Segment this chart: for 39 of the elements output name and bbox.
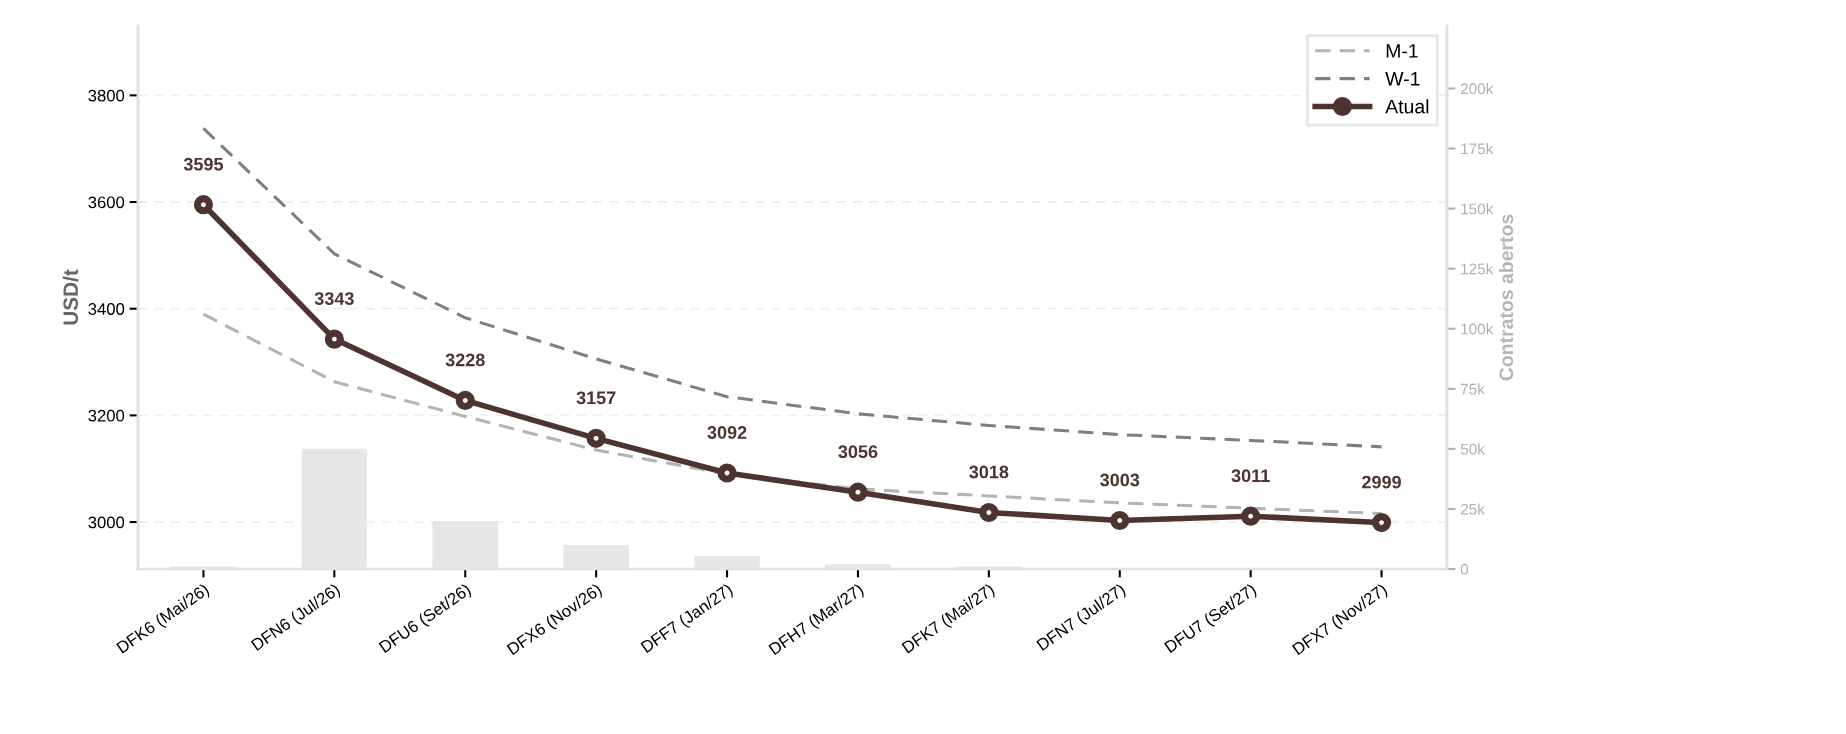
y-tick-label: 3800 <box>88 89 125 102</box>
data-label: 3228 <box>445 353 485 367</box>
data-label: 2999 <box>1362 475 1401 489</box>
y2-tick-label: 75k <box>1460 383 1485 395</box>
y-tick-label: 3400 <box>88 303 125 315</box>
y-tick-label: 3200 <box>88 409 125 422</box>
data-label: 3343 <box>314 292 354 306</box>
data-label: 3157 <box>576 391 616 405</box>
point <box>324 329 344 349</box>
point <box>455 390 475 411</box>
y2-tick-label: 50k <box>1460 443 1485 455</box>
y2-tick-label: 125k <box>1461 263 1494 275</box>
legend-label: M-1 <box>1386 44 1418 58</box>
y2-tick-label: 25k <box>1460 503 1485 515</box>
data-label: 3056 <box>838 445 878 459</box>
y-tick-label: 3000 <box>88 516 125 529</box>
point <box>1371 513 1392 533</box>
y2-tick-label: 175k <box>1461 143 1494 155</box>
point <box>717 463 737 483</box>
legend-label: Atual <box>1385 99 1429 114</box>
y2-tick-label: 200k <box>1460 82 1494 95</box>
data-label: 3092 <box>707 426 747 439</box>
data-label: 3018 <box>969 465 1009 479</box>
data-label: 3011 <box>1231 469 1270 483</box>
y-tick-label: 3600 <box>88 196 125 209</box>
data-label: 3003 <box>1100 473 1140 487</box>
point <box>586 428 606 448</box>
y-axis-title: USD/t <box>62 269 79 325</box>
point <box>848 482 868 502</box>
point <box>1241 506 1261 526</box>
data-label: 3595 <box>183 157 224 171</box>
point <box>193 195 214 215</box>
y2-tick-label: 100k <box>1461 323 1494 335</box>
y2-tick-label: 150k <box>1461 203 1494 215</box>
point <box>979 502 999 523</box>
y2-axis-title: Contratos abertos <box>1498 214 1514 381</box>
legend-label: W-1 <box>1385 72 1420 86</box>
y2-tick-label: 0 <box>1460 563 1469 575</box>
point <box>1110 510 1130 531</box>
